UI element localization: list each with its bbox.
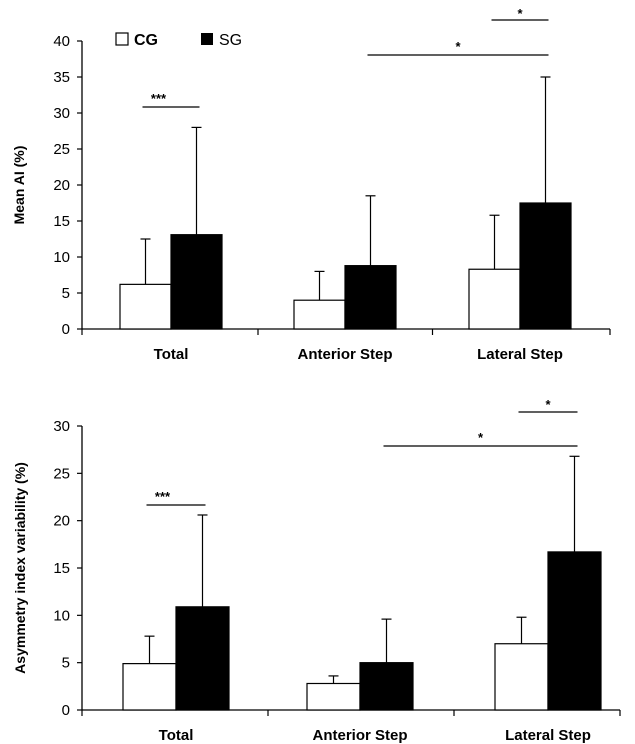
legend-sg-swatch — [201, 33, 213, 45]
chart-mean-ai: Mean AI (%) 0 5 10 15 20 25 30 35 40 Total Anterio… — [11, 6, 611, 363]
significance-label: * — [517, 6, 523, 21]
bar-cg — [306, 682, 361, 711]
bar-sg — [344, 265, 397, 330]
chart-asymmetry-variability: Asymmetry index variability (%) 0 5 10 15 20… — [12, 397, 621, 744]
bar-sg — [359, 662, 414, 711]
legend-sg-label: SG — [219, 32, 242, 49]
y-tick-label: 0 — [62, 702, 70, 719]
y-axis-label: Mean AI (%) — [11, 146, 27, 225]
y-tick-label: 15 — [53, 213, 70, 230]
bar-sg — [175, 606, 230, 711]
bar-cg — [468, 268, 521, 330]
bar-sg — [519, 202, 572, 330]
significance-label: * — [455, 39, 461, 54]
y-tick-label: 20 — [53, 177, 70, 194]
category-label: Total — [154, 346, 189, 363]
y-axis-label: Asymmetry index variability (%) — [12, 462, 28, 674]
y-tick-label: 35 — [53, 69, 70, 86]
bar-sg — [170, 234, 223, 330]
category-label: Anterior Step — [297, 346, 392, 363]
y-tick-label: 30 — [53, 418, 70, 435]
category-label: Total — [159, 727, 194, 744]
y-tick-label: 15 — [53, 560, 70, 577]
y-tick-label: 5 — [62, 655, 70, 672]
category-label: Lateral Step — [477, 346, 563, 363]
significance-label: * — [545, 397, 551, 412]
bar-cg — [119, 283, 172, 330]
bar-cg — [293, 299, 346, 330]
y-tick-label: 30 — [53, 105, 70, 122]
significance-label: *** — [155, 489, 171, 504]
y-tick-label: 10 — [53, 607, 70, 624]
legend: CG SG — [115, 32, 242, 49]
y-tick-label: 25 — [53, 465, 70, 482]
category-label: Anterior Step — [312, 727, 407, 744]
legend-cg-label: CG — [134, 32, 158, 49]
bar-cg — [122, 663, 177, 711]
significance-label: *** — [151, 91, 167, 106]
y-tick-label: 25 — [53, 141, 70, 158]
significance-label: * — [478, 430, 484, 445]
y-tick-label: 40 — [53, 33, 70, 50]
y-tick-label: 10 — [53, 249, 70, 266]
category-label: Lateral Step — [505, 727, 591, 744]
bar-sg — [547, 551, 602, 711]
legend-cg-swatch — [115, 32, 129, 46]
y-tick-label: 0 — [62, 321, 70, 338]
y-tick-label: 5 — [62, 285, 70, 302]
bar-cg — [494, 643, 549, 711]
y-tick-label: 20 — [53, 513, 70, 530]
